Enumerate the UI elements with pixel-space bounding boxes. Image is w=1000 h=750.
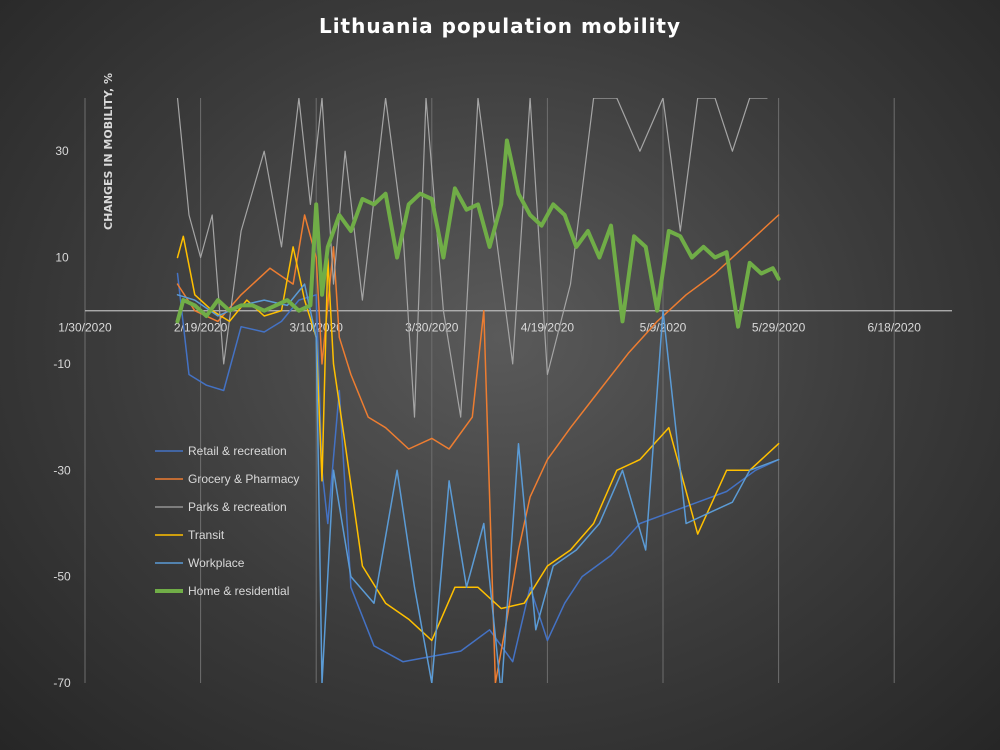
- y-tick-label: -70: [53, 676, 71, 690]
- series-line-retail-recreation: [176, 272, 780, 663]
- x-tick-label: 5/29/2020: [752, 321, 806, 335]
- x-tick-label: 5/9/2020: [640, 321, 687, 335]
- x-tick-label: 3/30/2020: [405, 321, 459, 335]
- series-line-parks-recreation: [176, 98, 768, 418]
- chart-title: Lithuania population mobility: [318, 14, 682, 38]
- legend-label: Parks & recreation: [188, 500, 287, 514]
- y-tick-label: 30: [55, 144, 69, 158]
- y-tick-label: -50: [53, 570, 71, 584]
- y-tick-label: 10: [55, 251, 69, 265]
- y-tick-label: -10: [53, 357, 71, 371]
- x-tick-label: 1/30/2020: [58, 321, 112, 335]
- x-tick-label: 3/10/2020: [290, 321, 344, 335]
- legend-label: Grocery & Pharmacy: [188, 472, 299, 486]
- legend-label: Workplace: [188, 556, 245, 570]
- y-axis-label: CHANGES IN MOBILITY, %: [102, 73, 115, 230]
- legend-label: Retail & recreation: [188, 444, 287, 458]
- x-tick-label: 4/19/2020: [521, 321, 575, 335]
- y-tick-label: -30: [53, 463, 71, 477]
- series-line-transit: [176, 235, 780, 642]
- series-line-grocery-pharmacy: [176, 214, 780, 683]
- series-line-home-residential: [175, 138, 781, 329]
- x-tick-label: 2/19/2020: [174, 321, 228, 335]
- x-tick-label: 6/18/2020: [868, 321, 922, 335]
- legend-label: Home & residential: [188, 584, 289, 598]
- series-line-workplace: [176, 283, 780, 683]
- legend-label: Transit: [188, 528, 225, 542]
